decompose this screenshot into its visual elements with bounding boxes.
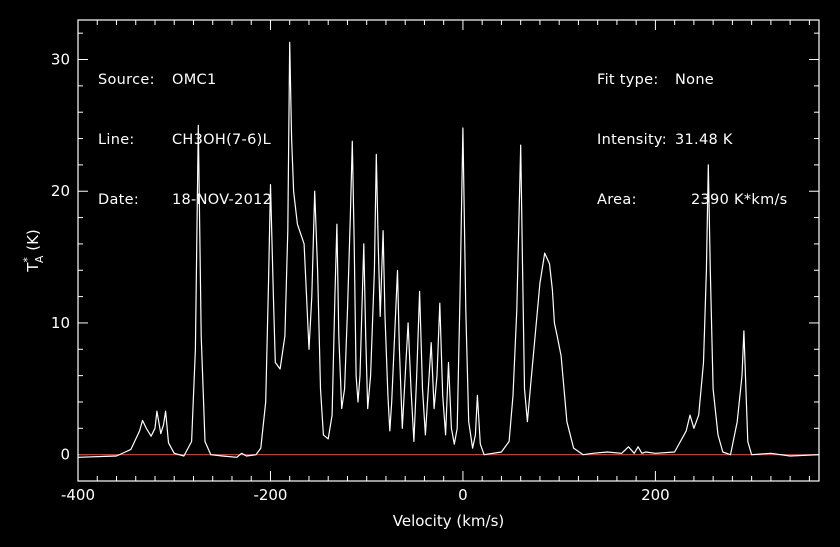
fit-type-row: Fit type: None	[597, 71, 788, 89]
line-value: CH3OH(7-6)L	[172, 132, 271, 148]
x-tick-label: 200	[641, 486, 670, 504]
y-axis-label-main: T	[24, 262, 42, 273]
y-tick-label: 20	[51, 182, 70, 200]
area-key: Area:	[597, 192, 637, 208]
y-axis-label-unit: (K)	[24, 229, 42, 255]
line-row: Line: CH3OH(7-6)L	[98, 131, 272, 149]
fit-type-key: Fit type:	[597, 72, 659, 88]
y-axis-label-sup: *	[21, 257, 34, 263]
area-row: Area: 2390 K*km/s	[597, 191, 788, 209]
y-tick-label: 30	[51, 51, 70, 69]
axis-tick-labels: -400 -200 0 200 0 10 20 30	[51, 51, 670, 504]
plot-frame	[77, 19, 820, 482]
fit-type-value: None	[675, 72, 715, 88]
axis-ticks	[77, 20, 819, 481]
intensity-key: Intensity:	[597, 132, 667, 148]
y-tick-label: 0	[60, 446, 70, 464]
intensity-row: Intensity: 31.48 K	[597, 131, 788, 149]
y-axis-label: T*A (K)	[21, 229, 46, 273]
x-tick-label: -200	[253, 486, 287, 504]
x-axis-label: Velocity (km/s)	[393, 512, 504, 530]
x-tick-label: 0	[458, 486, 468, 504]
source-key: Source:	[98, 72, 155, 88]
area-value: 2390 K*km/s	[691, 192, 788, 208]
header-right-block: Fit type: None Intensity: 31.48 K Area: 239…	[597, 35, 788, 245]
intensity-value: 31.48 K	[675, 132, 733, 148]
y-tick-label: 10	[51, 314, 70, 332]
date-key: Date:	[98, 192, 140, 208]
y-axis-label-sub: A	[33, 255, 46, 263]
source-row: Source: OMC1	[98, 71, 272, 89]
source-value: OMC1	[172, 72, 217, 88]
x-tick-label: -400	[61, 486, 95, 504]
line-key: Line:	[98, 132, 135, 148]
spectrum-line	[77, 41, 820, 458]
